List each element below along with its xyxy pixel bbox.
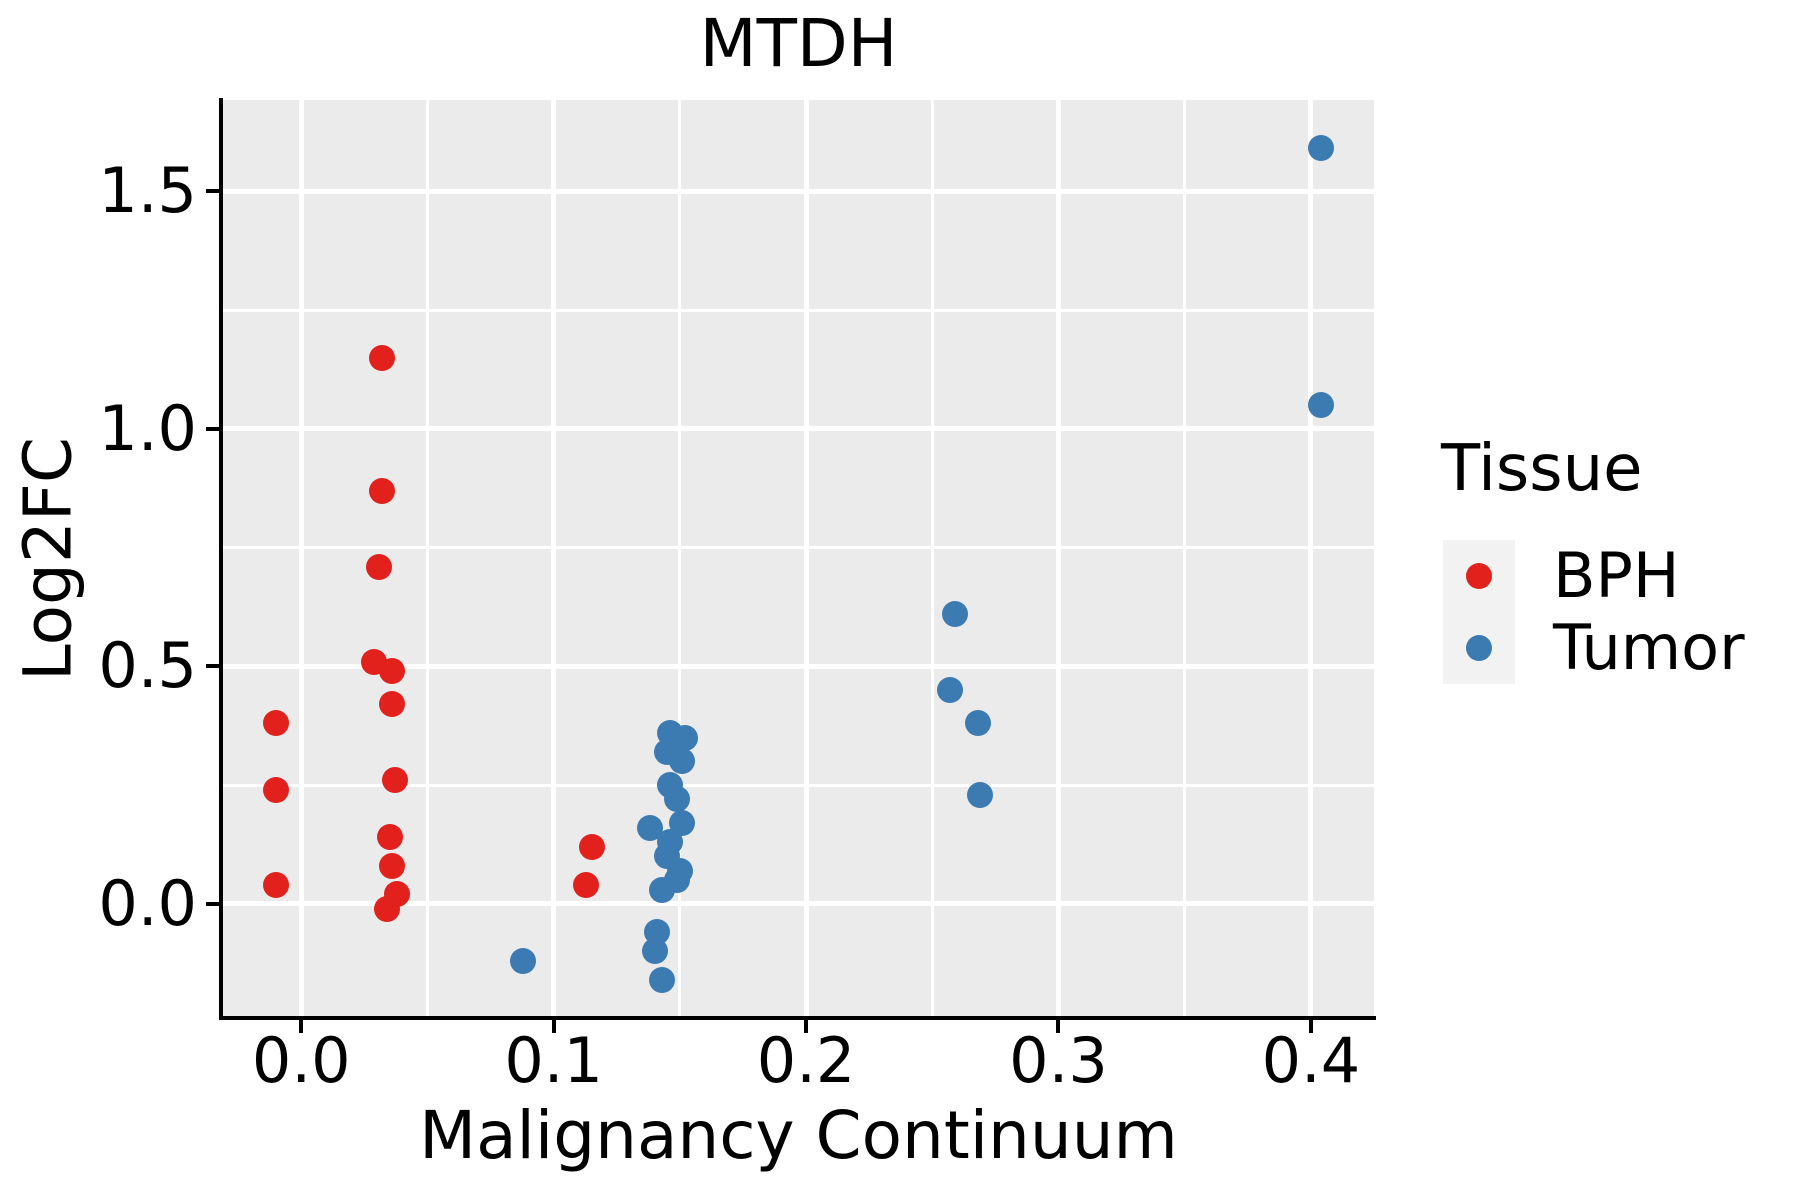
- data-point-bph: [263, 776, 289, 803]
- data-point-bph: [379, 658, 406, 685]
- y-tick-mark: [206, 901, 220, 906]
- y-tick-label: 1.0: [98, 391, 197, 465]
- x-tick-mark: [804, 1020, 809, 1033]
- x-tick-mark: [1308, 1020, 1313, 1033]
- x-tick-label: 0.1: [504, 1024, 603, 1097]
- x-tick-label: 0.0: [251, 1024, 351, 1097]
- legend-key-tumor: [1443, 612, 1515, 684]
- data-point-tumor: [510, 947, 537, 974]
- data-point-bph: [578, 833, 605, 860]
- data-point-bph: [263, 710, 289, 737]
- data-point-bph: [381, 767, 408, 794]
- x-tick-label: 0.4: [1261, 1024, 1361, 1097]
- data-point-bph: [369, 477, 396, 504]
- data-point-tumor: [641, 938, 668, 965]
- y-tick-label: 0.5: [98, 629, 197, 703]
- data-point-tumor: [649, 876, 676, 903]
- x-axis-line: [219, 1016, 1376, 1020]
- y-tick-label: 0.0: [98, 866, 197, 940]
- data-point-tumor: [964, 710, 991, 737]
- x-tick-label: 0.3: [1009, 1024, 1108, 1097]
- gridline-x-minor: [678, 100, 682, 1018]
- gridline-y-minor: [223, 308, 1374, 312]
- data-point-tumor: [649, 966, 676, 993]
- gridline-x-major: [1055, 100, 1061, 1018]
- x-tick-label: 0.2: [756, 1024, 856, 1097]
- gridline-y-major: [223, 426, 1374, 432]
- gridline-x-minor: [1183, 100, 1187, 1018]
- gridline-y-major: [223, 663, 1374, 669]
- data-point-bph: [374, 895, 401, 922]
- y-tick-label: 1.5: [98, 154, 197, 228]
- data-point-tumor: [941, 601, 968, 628]
- gridline-y-minor: [223, 546, 1374, 550]
- y-tick-mark: [206, 664, 220, 669]
- plot-title: MTDH: [699, 5, 898, 82]
- gridline-x-minor: [930, 100, 934, 1018]
- data-point-tumor: [1307, 392, 1334, 419]
- data-point-bph: [263, 871, 289, 898]
- plot-panel: [223, 100, 1374, 1018]
- data-point-bph: [366, 553, 393, 580]
- data-point-tumor: [967, 781, 994, 808]
- legend-dot-bph: [1466, 563, 1492, 589]
- data-point-bph: [379, 691, 406, 718]
- gridline-x-major: [298, 100, 304, 1018]
- y-axis-title: Log2FC: [9, 437, 87, 681]
- legend-dot-tumor: [1466, 635, 1492, 661]
- data-point-bph: [376, 824, 403, 851]
- y-tick-mark: [206, 426, 220, 431]
- y-tick-mark: [206, 189, 220, 194]
- gridline-x-major: [1308, 100, 1314, 1018]
- data-point-tumor: [669, 748, 696, 775]
- gridline-y-minor: [223, 783, 1374, 787]
- x-tick-mark: [551, 1020, 556, 1033]
- x-tick-mark: [299, 1020, 304, 1033]
- legend-label-bph: BPH: [1553, 539, 1680, 612]
- data-point-bph: [379, 852, 406, 879]
- legend-label-tumor: Tumor: [1553, 611, 1745, 684]
- x-tick-mark: [1056, 1020, 1061, 1033]
- data-point-bph: [369, 344, 396, 371]
- legend-key-bph: [1443, 540, 1515, 612]
- y-axis-line: [219, 98, 223, 1020]
- gridline-x-major: [803, 100, 809, 1018]
- data-point-tumor: [664, 786, 691, 813]
- data-point-tumor: [936, 677, 963, 704]
- data-point-tumor: [1307, 135, 1334, 162]
- gridline-x-minor: [425, 100, 429, 1018]
- x-axis-title: Malignancy Continuum: [419, 1097, 1178, 1174]
- gridline-y-major: [223, 188, 1374, 194]
- gridline-y-major: [223, 901, 1374, 907]
- gridline-x-major: [551, 100, 557, 1018]
- legend-title: Tissue: [1441, 432, 1643, 506]
- data-point-bph: [573, 871, 600, 898]
